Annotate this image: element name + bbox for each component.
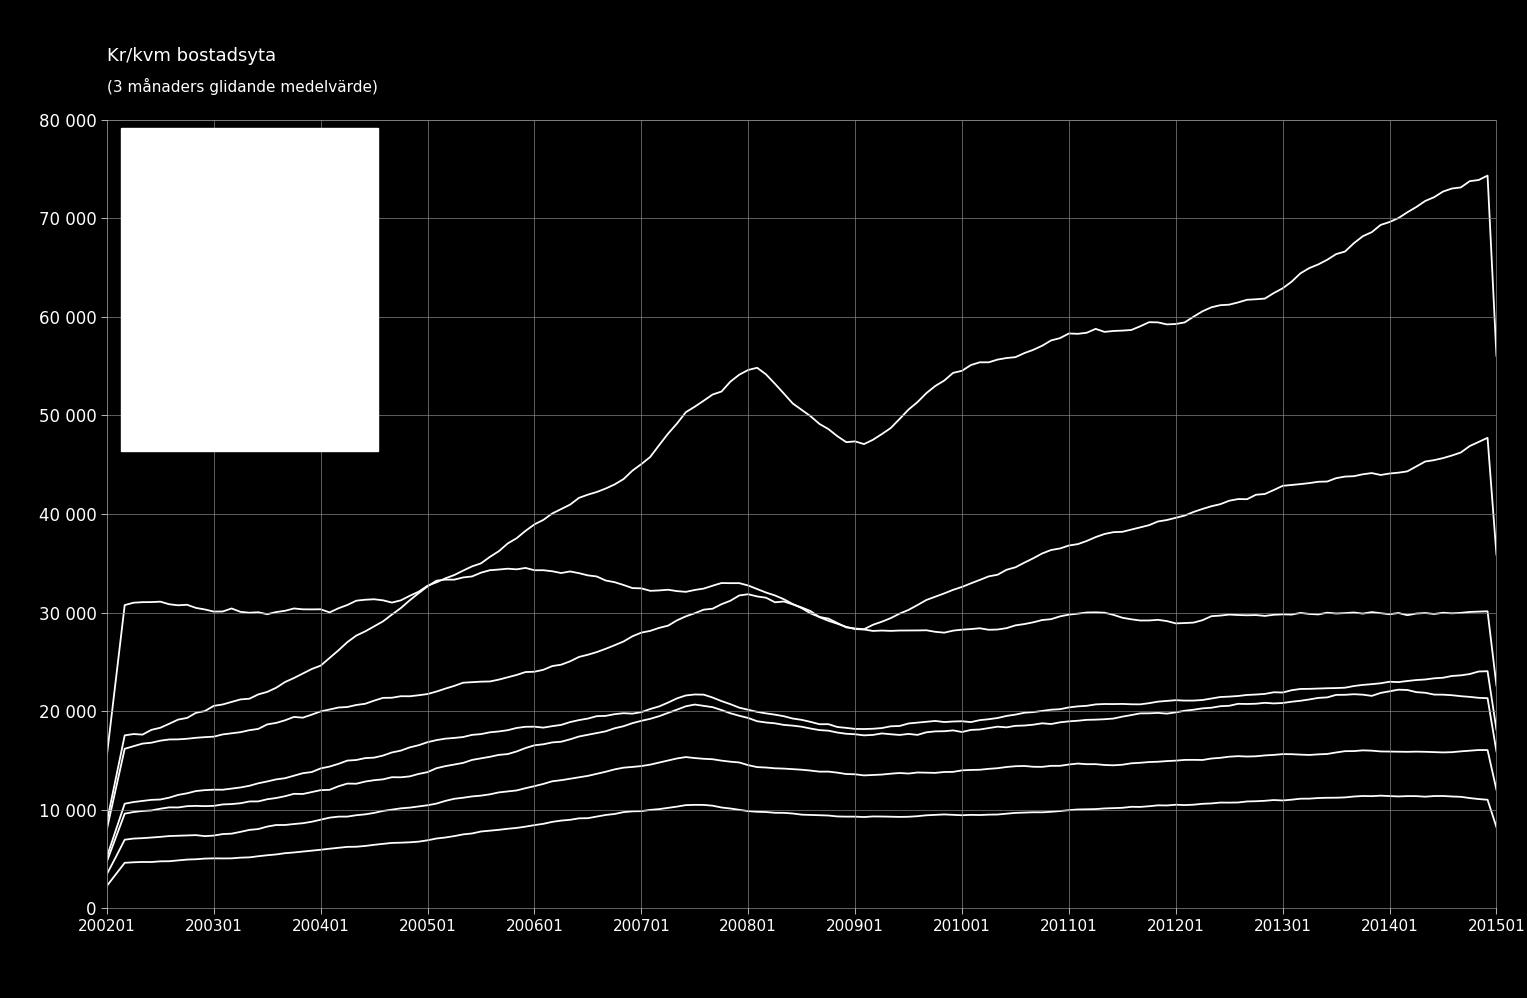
Text: Kr/kvm bostadsyta: Kr/kvm bostadsyta bbox=[107, 47, 276, 65]
Text: (3 månaders glidande medelvärde): (3 månaders glidande medelvärde) bbox=[107, 78, 377, 95]
FancyBboxPatch shape bbox=[121, 128, 377, 451]
